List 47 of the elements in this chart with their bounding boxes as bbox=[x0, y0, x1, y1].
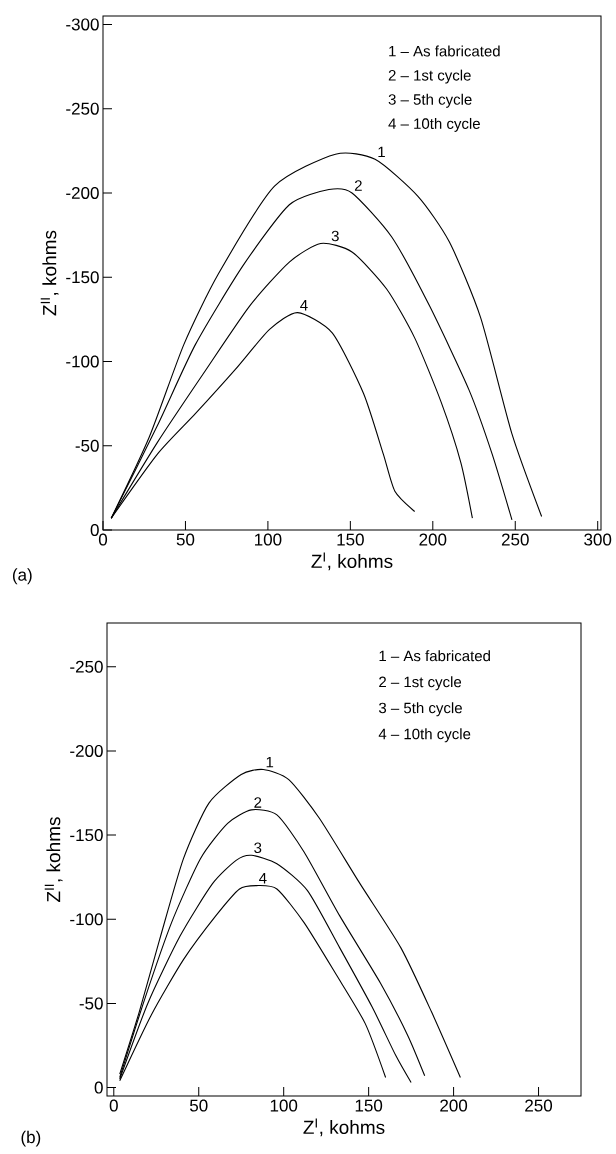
y-tick-label: -150 bbox=[70, 829, 103, 842]
annotation: 1 bbox=[378, 146, 385, 158]
y-tick-label: -250 bbox=[70, 660, 103, 673]
x-tick-label: 150 bbox=[355, 1099, 383, 1112]
x-tick-label: 200 bbox=[440, 1099, 468, 1112]
annotation: 3 bbox=[331, 230, 339, 242]
y-tick-label: -50 bbox=[79, 997, 103, 1010]
annotation: 2 bbox=[254, 797, 262, 808]
annotation: 4 – 10th cycle bbox=[378, 728, 471, 743]
x-tick-label: 300 bbox=[584, 533, 612, 546]
x-tick-label: 100 bbox=[255, 533, 282, 546]
x-tick-label: 250 bbox=[501, 533, 529, 546]
annotation: 1 – As fabricated bbox=[389, 45, 500, 57]
annotation: 3 – 5th cycle bbox=[378, 702, 462, 717]
annotation: 1 bbox=[266, 756, 274, 768]
annotation: 1 – As fabricated bbox=[379, 650, 490, 662]
x-axis-title: Z$^{I}$, kohms bbox=[303, 1118, 385, 1137]
y-tick-label: -200 bbox=[66, 186, 99, 199]
x-tick-label: 200 bbox=[419, 533, 447, 546]
y-tick-label: 0 bbox=[90, 523, 99, 537]
annotation: 4 – 10th cycle bbox=[388, 117, 480, 132]
y-tick-label: -100 bbox=[70, 913, 103, 926]
y-axis-title: Z$^{II}$, kohms bbox=[44, 817, 63, 902]
x-axis-title: Z$^{I}$, kohms bbox=[311, 552, 393, 571]
annotation: 2 – 1st cycle bbox=[388, 69, 471, 84]
annotation: 4 bbox=[300, 300, 308, 311]
x-tick-label: 100 bbox=[270, 1099, 298, 1112]
text: (b) bbox=[21, 1130, 41, 1147]
x-tick-label: 50 bbox=[176, 533, 195, 546]
annotation: 3 bbox=[254, 842, 262, 854]
annotation: 2 bbox=[354, 180, 362, 191]
y-tick-label: -100 bbox=[66, 355, 99, 368]
text: (a) bbox=[12, 568, 32, 585]
annotation: 4 bbox=[259, 873, 267, 884]
y-tick-label: 0 bbox=[94, 1081, 103, 1094]
x-tick-label: 150 bbox=[337, 533, 364, 546]
x-tick-label: 50 bbox=[189, 1099, 208, 1112]
annotation: 3 – 5th cycle bbox=[388, 93, 472, 108]
x-tick-label: 250 bbox=[525, 1099, 553, 1112]
x-tick-label: 0 bbox=[109, 1099, 118, 1112]
y-tick-label: -250 bbox=[66, 102, 99, 115]
y-tick-label: -200 bbox=[70, 744, 103, 757]
annotation: 2 – 1st cycle bbox=[379, 676, 462, 691]
y-tick-label: -50 bbox=[75, 439, 99, 452]
y-axis-title: Z$^{II}$, kohms bbox=[40, 230, 59, 316]
y-tick-label: -150 bbox=[66, 271, 99, 284]
y-tick-label: -300 bbox=[66, 18, 99, 31]
